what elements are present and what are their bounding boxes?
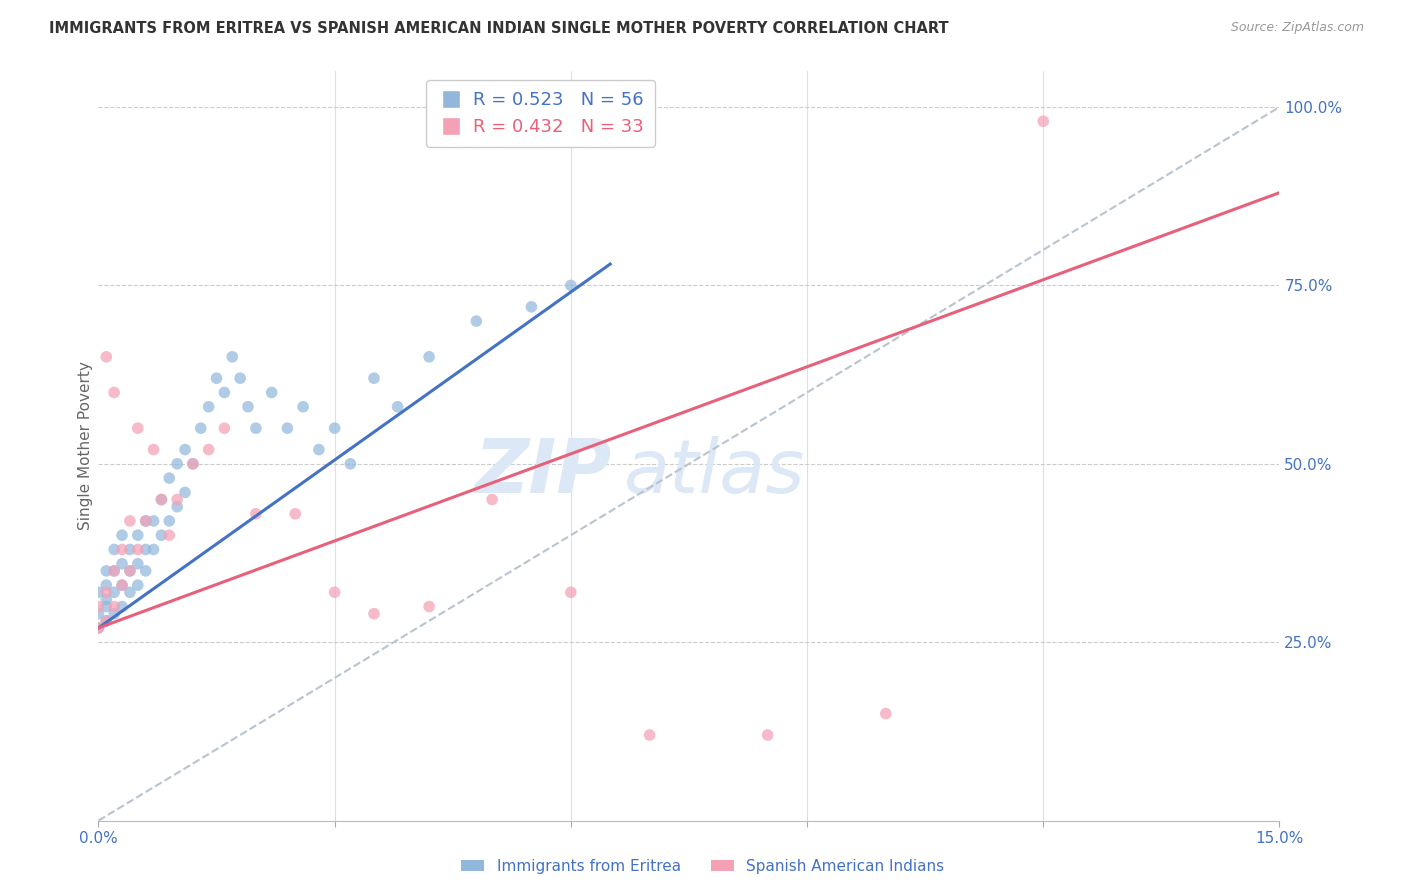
- Point: [174, 485, 197, 500]
- Point: [142, 542, 165, 557]
- Point: [103, 564, 125, 578]
- Point: [214, 385, 236, 400]
- Point: [103, 385, 125, 400]
- Point: [756, 728, 779, 742]
- Point: [284, 507, 307, 521]
- Point: [560, 585, 582, 599]
- Point: [181, 457, 204, 471]
- Point: [363, 607, 385, 621]
- Point: [87, 621, 110, 635]
- Point: [103, 585, 125, 599]
- Point: [103, 599, 125, 614]
- Point: [157, 528, 180, 542]
- Point: [560, 278, 582, 293]
- Point: [127, 528, 149, 542]
- Point: [157, 471, 180, 485]
- Point: [111, 599, 134, 614]
- Point: [166, 500, 188, 514]
- Point: [103, 607, 125, 621]
- Point: [418, 599, 440, 614]
- Point: [118, 585, 141, 599]
- Point: [875, 706, 897, 721]
- Point: [111, 542, 134, 557]
- Point: [111, 578, 134, 592]
- Point: [245, 421, 267, 435]
- Point: [103, 564, 125, 578]
- Point: [1032, 114, 1054, 128]
- Point: [96, 564, 118, 578]
- Point: [111, 557, 134, 571]
- Point: [465, 314, 488, 328]
- Point: [229, 371, 252, 385]
- Point: [87, 607, 110, 621]
- Point: [96, 578, 118, 592]
- Point: [236, 400, 259, 414]
- Point: [481, 492, 503, 507]
- Point: [150, 492, 173, 507]
- Point: [157, 514, 180, 528]
- Point: [96, 592, 118, 607]
- Point: [339, 457, 361, 471]
- Point: [308, 442, 330, 457]
- Point: [197, 442, 219, 457]
- Point: [87, 599, 110, 614]
- Point: [363, 371, 385, 385]
- Point: [197, 400, 219, 414]
- Point: [150, 492, 173, 507]
- Point: [103, 542, 125, 557]
- Point: [142, 442, 165, 457]
- Point: [181, 457, 204, 471]
- Point: [190, 421, 212, 435]
- Point: [111, 578, 134, 592]
- Point: [166, 457, 188, 471]
- Point: [96, 585, 118, 599]
- Point: [127, 542, 149, 557]
- Legend: Immigrants from Eritrea, Spanish American Indians: Immigrants from Eritrea, Spanish America…: [456, 853, 950, 880]
- Point: [323, 421, 346, 435]
- Point: [96, 350, 118, 364]
- Point: [127, 578, 149, 592]
- Text: Source: ZipAtlas.com: Source: ZipAtlas.com: [1230, 21, 1364, 34]
- Text: IMMIGRANTS FROM ERITREA VS SPANISH AMERICAN INDIAN SINGLE MOTHER POVERTY CORRELA: IMMIGRANTS FROM ERITREA VS SPANISH AMERI…: [49, 21, 949, 36]
- Point: [111, 528, 134, 542]
- Point: [87, 621, 110, 635]
- Point: [276, 421, 298, 435]
- Point: [638, 728, 661, 742]
- Point: [127, 557, 149, 571]
- Point: [260, 385, 283, 400]
- Point: [96, 614, 118, 628]
- Point: [418, 350, 440, 364]
- Text: atlas: atlas: [624, 436, 806, 508]
- Point: [135, 564, 157, 578]
- Point: [118, 514, 141, 528]
- Point: [205, 371, 228, 385]
- Legend: R = 0.523   N = 56, R = 0.432   N = 33: R = 0.523 N = 56, R = 0.432 N = 33: [426, 80, 655, 147]
- Point: [135, 514, 157, 528]
- Point: [387, 400, 409, 414]
- Point: [245, 507, 267, 521]
- Point: [166, 492, 188, 507]
- Point: [118, 564, 141, 578]
- Point: [135, 514, 157, 528]
- Point: [87, 585, 110, 599]
- Y-axis label: Single Mother Poverty: Single Mother Poverty: [77, 361, 93, 531]
- Point: [214, 421, 236, 435]
- Point: [96, 614, 118, 628]
- Point: [127, 421, 149, 435]
- Point: [174, 442, 197, 457]
- Point: [221, 350, 243, 364]
- Point: [96, 599, 118, 614]
- Point: [292, 400, 315, 414]
- Point: [150, 528, 173, 542]
- Point: [118, 542, 141, 557]
- Point: [118, 564, 141, 578]
- Text: ZIP: ZIP: [475, 435, 612, 508]
- Point: [323, 585, 346, 599]
- Point: [520, 300, 543, 314]
- Point: [135, 542, 157, 557]
- Point: [142, 514, 165, 528]
